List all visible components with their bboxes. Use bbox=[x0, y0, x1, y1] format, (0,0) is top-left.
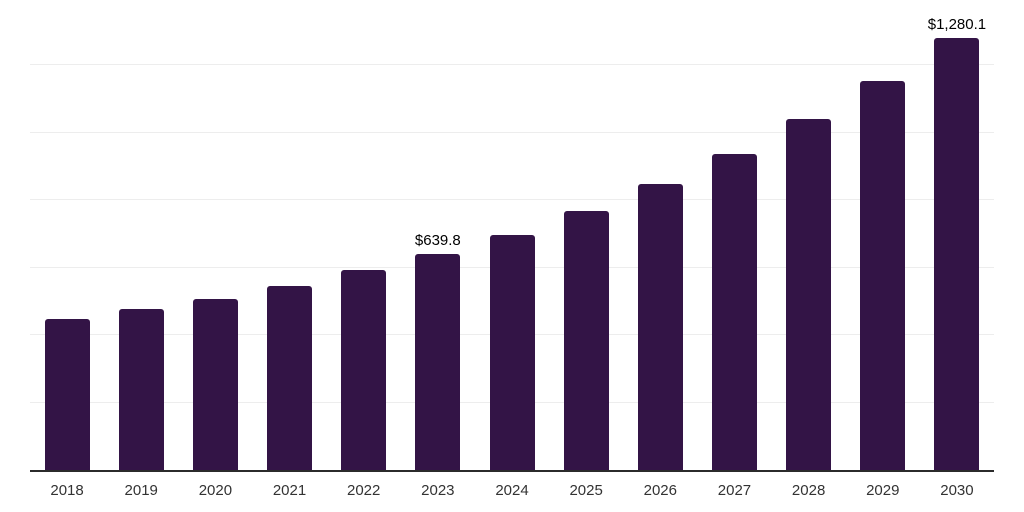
x-tick-label-2027: 2027 bbox=[717, 482, 752, 499]
plot-area: $639.8 $1,280.1 bbox=[30, 0, 994, 472]
bar-2020 bbox=[192, 298, 238, 470]
data-label-2023: $639.8 bbox=[414, 232, 461, 250]
x-tick-label-2029: 2029 bbox=[866, 482, 900, 499]
x-tick-label-2022: 2022 bbox=[347, 482, 381, 499]
bar-2024 bbox=[489, 234, 535, 470]
data-label-2030: $1,280.1 bbox=[927, 16, 987, 34]
x-tick-label-2030: 2030 bbox=[940, 482, 974, 499]
x-tick-label-2019: 2019 bbox=[124, 482, 158, 499]
x-tick-label-2026: 2026 bbox=[643, 482, 677, 499]
x-tick-label-2023: 2023 bbox=[421, 482, 455, 499]
gridline bbox=[30, 64, 994, 66]
x-axis: 2018 2019 2020 2021 2022 2023 2024 2025 2026 2027… bbox=[30, 481, 994, 501]
x-tick-label-2028: 2028 bbox=[791, 482, 826, 499]
x-tick-label-2025: 2025 bbox=[569, 482, 603, 499]
x-tick-label-2021: 2021 bbox=[272, 482, 307, 499]
bar-2018 bbox=[44, 318, 90, 470]
bar-2019 bbox=[118, 309, 164, 470]
bar-2025 bbox=[563, 210, 609, 470]
bar-2021 bbox=[267, 285, 313, 470]
gridline bbox=[30, 131, 994, 133]
bar-2029 bbox=[860, 80, 906, 470]
x-tick-label-2018: 2018 bbox=[50, 482, 84, 499]
bar-2026 bbox=[637, 184, 683, 470]
gridline bbox=[30, 199, 994, 201]
bar-2023 bbox=[415, 254, 461, 470]
x-tick-label-2024: 2024 bbox=[495, 482, 529, 499]
bar-2028 bbox=[786, 119, 832, 470]
bar-2030 bbox=[934, 38, 980, 470]
bar-2022 bbox=[341, 270, 387, 470]
x-tick-label-2020: 2020 bbox=[198, 482, 233, 499]
bar-2027 bbox=[711, 154, 757, 470]
